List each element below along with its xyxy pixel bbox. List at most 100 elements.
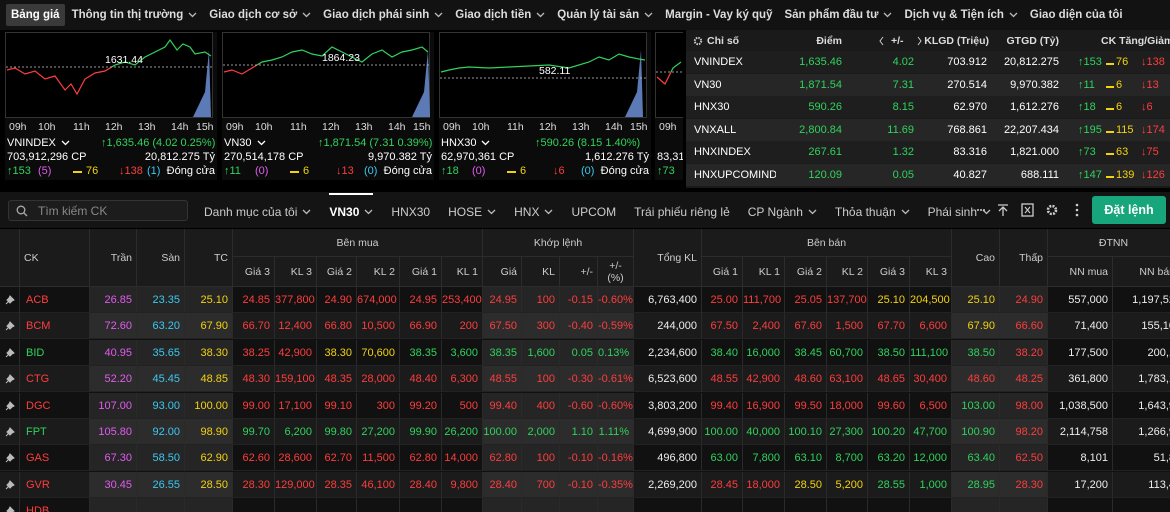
price-cell: 100: [522, 445, 560, 472]
stock-code[interactable]: GAS: [20, 445, 90, 472]
market-tab[interactable]: HNX: [514, 193, 553, 228]
index-value: 1,821.000: [1010, 146, 1059, 159]
pin-cell[interactable]: [0, 287, 20, 313]
pin-shape: [5, 321, 15, 331]
pin-cell[interactable]: [0, 392, 20, 419]
price-cell: 3,600: [442, 339, 483, 366]
pin-cell[interactable]: [0, 445, 20, 472]
price-cell: 30.45: [90, 471, 137, 498]
nav-item[interactable]: Margin - Vay ký quỹ: [665, 9, 773, 21]
price-cell: 177,500: [1048, 339, 1113, 366]
price-cell: 28.40: [483, 471, 522, 498]
price-cell: 38.25: [233, 339, 275, 366]
index-volume: 270.514: [947, 78, 987, 91]
market-tab[interactable]: CP Ngành: [748, 193, 817, 228]
price-cell: 38.30: [317, 339, 357, 366]
price-cell: 4,699,900: [634, 419, 702, 445]
nav-item[interactable]: Bảng giá: [6, 4, 65, 26]
price-cell: 105.80: [90, 419, 137, 445]
price-cell: 155,10: [1113, 313, 1170, 340]
price-cell: 496,800: [634, 445, 702, 472]
pin-cell[interactable]: [0, 471, 20, 498]
market-tab[interactable]: Thỏa thuận: [835, 193, 910, 228]
index-change: ↑1,635.46 (4.02 0.25%): [101, 137, 216, 149]
nav-item[interactable]: Giao dịch cơ sở: [204, 4, 316, 26]
time-label: 10h: [38, 121, 56, 133]
stock-code[interactable]: BID: [20, 339, 90, 366]
nav-item[interactable]: Giao dịch tiền: [450, 4, 550, 26]
price-cell: 300: [522, 313, 560, 340]
price-cell: 63.40: [952, 445, 1000, 472]
nav-item[interactable]: Quản lý tài sản: [552, 4, 658, 26]
market-tab[interactable]: Phái sinh: [928, 193, 991, 228]
market-tab[interactable]: Danh mục của tôi: [204, 193, 311, 228]
order-button[interactable]: Đặt lệnh: [1092, 196, 1166, 224]
price-cell: [233, 498, 275, 512]
search-box[interactable]: Tìm kiếm CK: [8, 200, 188, 221]
stock-code[interactable]: BCM: [20, 313, 90, 340]
pin-icon: [5, 400, 15, 410]
price-cell: 14,000: [442, 445, 483, 472]
price-cell: 99.70: [233, 419, 275, 445]
nav-item[interactable]: Giao dịch phái sinh: [318, 4, 448, 26]
flat-count: 76: [1116, 56, 1129, 68]
pin-cell[interactable]: [0, 498, 20, 512]
pin-cell[interactable]: [0, 339, 20, 366]
stock-code[interactable]: CTG: [20, 366, 90, 393]
column-header: Giá: [483, 257, 522, 287]
column-header: Giá 2: [317, 257, 357, 287]
price-cell: 244,000: [634, 313, 702, 340]
market-tab[interactable]: HNX30: [391, 204, 431, 219]
stock-code[interactable]: HDB: [20, 498, 90, 512]
price-cell: 100.10: [785, 419, 827, 445]
price-cell: 35.65: [137, 339, 185, 366]
market-tab[interactable]: VN30: [329, 192, 374, 228]
index-volume: 62,970,361 CP: [441, 151, 515, 163]
stock-code[interactable]: FPT: [20, 419, 90, 445]
price-cell: 46,100: [357, 471, 400, 498]
nav-item[interactable]: Thông tin thị trường: [67, 4, 203, 26]
ceiling-count: (0): [472, 165, 486, 177]
index-panel: 582.11 09h 10h 11h 12h 13h 14h 15h HNX30 ↑590.26 …: [439, 32, 651, 180]
pin-cell[interactable]: [0, 366, 20, 393]
market-tab[interactable]: UPCOM: [571, 204, 617, 219]
index-change: 1.32: [892, 146, 914, 159]
price-cell: 98.90: [185, 419, 233, 445]
price-cell: -0.10: [560, 445, 598, 472]
nav-item[interactable]: Dịch vụ & Tiện ích: [899, 4, 1022, 26]
price-cell: 24.90: [1000, 287, 1048, 313]
index-volume: 768.861: [947, 123, 987, 136]
market-tab[interactable]: Trái phiếu riêng lẻ: [634, 204, 730, 219]
index-point: 590.26: [808, 101, 842, 114]
up-count: ↑18: [441, 165, 459, 177]
stock-code[interactable]: DGC: [20, 392, 90, 419]
price-cell: 24.95: [483, 287, 522, 313]
price-cell: 70,600: [357, 339, 400, 366]
stock-code[interactable]: ACB: [20, 287, 90, 313]
column-header: Khớp lệnh: [483, 229, 634, 257]
price-cell: 28.30: [233, 471, 275, 498]
column-header: Tổng KL: [634, 229, 702, 287]
price-cell: 7,800: [743, 445, 785, 472]
stock-code[interactable]: GVR: [20, 471, 90, 498]
price-cell: 1,000: [910, 471, 952, 498]
nav-item[interactable]: Giao diện của tôi: [1029, 9, 1123, 21]
price-cell: [137, 498, 185, 512]
price-cell: [868, 498, 910, 512]
pin-cell[interactable]: [0, 313, 20, 340]
market-tab[interactable]: HOSE: [448, 193, 496, 228]
nav-item[interactable]: Sản phẩm đầu tư: [779, 4, 897, 26]
price-cell: 28.95: [952, 471, 1000, 498]
index-row: HNXINDEX 267.61 1.32 83.316 1,821.000 ↑73 63 ↓7…: [686, 141, 1170, 164]
price-cell: 63.10: [785, 445, 827, 472]
price-cell: 200,1: [1113, 339, 1170, 366]
price-cell: 8,101: [1048, 445, 1113, 472]
price-cell: 111,100: [910, 339, 952, 366]
up-count: ↑11: [224, 165, 241, 177]
chevron-path: [61, 140, 70, 146]
floor-count: (0): [364, 165, 378, 177]
price-cell: 400: [522, 392, 560, 419]
pin-cell[interactable]: [0, 419, 20, 445]
price-cell: 27,200: [357, 419, 400, 445]
price-cell: [1113, 498, 1170, 512]
